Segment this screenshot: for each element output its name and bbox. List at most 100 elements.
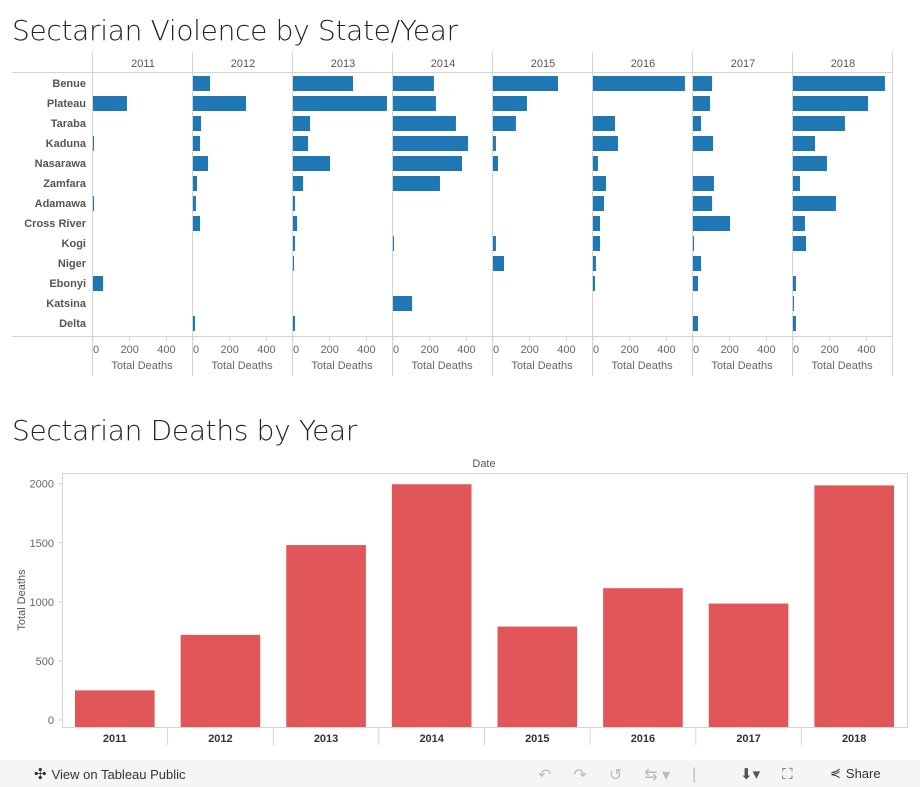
bar-adamawa-2011 <box>93 196 94 211</box>
tableau-logo-icon: ✣ <box>34 766 47 783</box>
bar-2016 <box>603 588 683 727</box>
row-label: Kogi <box>62 238 86 250</box>
column-header: 2012 <box>231 58 255 70</box>
x-category-label: 2015 <box>525 733 549 745</box>
column-header: 2018 <box>831 58 855 70</box>
date-header: Date <box>472 458 495 470</box>
bar-niger-2017 <box>693 256 702 271</box>
bar-kaduna-2016 <box>593 136 618 151</box>
bar-zamfara-2018 <box>793 176 800 191</box>
top-chart-title: Sectarian Violence by State/Year <box>12 14 458 47</box>
divider: | <box>692 766 697 783</box>
bar-nasarawa-2015 <box>493 156 498 171</box>
bar-delta-2018 <box>793 316 796 331</box>
bar-niger-2016 <box>593 256 596 271</box>
x-category-label: 2013 <box>314 733 338 745</box>
bar-plateau-2012 <box>193 96 247 111</box>
row-label: Taraba <box>51 118 87 130</box>
bar-taraba-2013 <box>293 116 311 131</box>
bar-delta-2017 <box>693 316 698 331</box>
bar-ebonyi-2016 <box>593 276 596 291</box>
bar-plateau-2018 <box>793 96 869 111</box>
x-axis-label: Total Deaths <box>211 360 273 372</box>
x-axis-label: Total Deaths <box>411 360 473 372</box>
y-tick-label: 1000 <box>30 597 54 609</box>
bar-niger-2015 <box>493 256 505 271</box>
revert-icon[interactable]: ↺ <box>608 767 623 784</box>
bar-nasarawa-2012 <box>193 156 209 171</box>
bar-cross-river-2013 <box>293 216 298 231</box>
bar-benue-2015 <box>493 76 558 91</box>
bar-taraba-2014 <box>393 116 456 131</box>
bar-cross-river-2016 <box>593 216 600 231</box>
x-tick-label: 200 <box>221 344 239 356</box>
bar-kaduna-2014 <box>393 136 469 151</box>
x-tick-label: 400 <box>757 344 775 356</box>
share-button[interactable]: ⋞ Share <box>830 765 881 781</box>
row-label: Niger <box>58 258 87 270</box>
bar-ebonyi-2011 <box>93 276 104 291</box>
bar-adamawa-2012 <box>193 196 196 211</box>
bar-plateau-2017 <box>693 96 711 111</box>
bar-katsina-2014 <box>393 296 413 311</box>
x-tick-label: 0 <box>93 344 99 356</box>
x-tick-label: 200 <box>421 344 439 356</box>
x-tick-label: 400 <box>257 344 275 356</box>
x-tick-label: 400 <box>557 344 575 356</box>
bar-adamawa-2013 <box>293 196 296 211</box>
x-axis-label: Total Deaths <box>711 360 773 372</box>
x-tick-label: 0 <box>393 344 399 356</box>
bar-zamfara-2012 <box>193 176 198 191</box>
x-axis-label: Total Deaths <box>311 360 373 372</box>
x-axis-label: Total Deaths <box>111 360 173 372</box>
bar-taraba-2018 <box>793 116 845 131</box>
bar-kogi-2014 <box>393 236 394 251</box>
bar-zamfara-2017 <box>693 176 714 191</box>
bar-nasarawa-2014 <box>393 156 462 171</box>
share-icon: ⋞ <box>830 765 841 780</box>
x-axis-label: Total Deaths <box>611 360 673 372</box>
x-tick-label: 400 <box>457 344 475 356</box>
bar-2017 <box>708 603 789 727</box>
bar-kogi-2013 <box>293 236 296 251</box>
y-tick-label: 2000 <box>30 479 54 491</box>
x-tick-label: 0 <box>693 344 699 356</box>
row-label: Ebonyi <box>49 278 86 290</box>
row-label: Katsina <box>46 298 87 310</box>
column-header: 2011 <box>131 58 155 70</box>
x-axis-label: Total Deaths <box>811 360 873 372</box>
view-on-tableau-button[interactable]: ✣ View on Tableau Public <box>34 765 186 783</box>
x-tick-label: 400 <box>857 344 875 356</box>
bar-benue-2012 <box>193 76 211 91</box>
bar-kaduna-2013 <box>293 136 309 151</box>
redo-icon[interactable]: ↷ <box>573 767 587 784</box>
bar-benue-2017 <box>693 76 713 91</box>
bar-2014 <box>391 484 472 727</box>
x-tick-label: 200 <box>621 344 639 356</box>
bar-nasarawa-2018 <box>793 156 827 171</box>
fullscreen-icon[interactable]: ⛶ <box>782 765 793 783</box>
row-label: Kaduna <box>46 138 87 150</box>
bar-delta-2013 <box>293 316 296 331</box>
x-tick-label: 0 <box>493 344 499 356</box>
x-tick-label: 0 <box>293 344 299 356</box>
bar-2018 <box>814 485 894 727</box>
x-tick-label: 200 <box>521 344 539 356</box>
bar-kaduna-2018 <box>793 136 816 151</box>
bar-kogi-2015 <box>493 236 496 251</box>
bar-benue-2018 <box>793 76 885 91</box>
bar-2012 <box>180 634 261 727</box>
bar-kaduna-2012 <box>193 136 200 151</box>
bar-adamawa-2016 <box>593 196 605 211</box>
bar-kaduna-2011 <box>93 136 94 151</box>
bar-kogi-2018 <box>793 236 807 251</box>
bar-nasarawa-2013 <box>293 156 331 171</box>
download-icon[interactable]: ⬇▾ <box>740 766 761 783</box>
refresh-icon[interactable]: ⇆ ▾ <box>644 767 671 784</box>
column-header: 2013 <box>331 58 355 70</box>
undo-icon[interactable]: ↶ <box>538 767 552 784</box>
x-axis-label: Total Deaths <box>511 360 573 372</box>
bar-benue-2016 <box>593 76 685 91</box>
row-label: Delta <box>59 318 87 330</box>
x-category-label: 2018 <box>842 733 866 745</box>
